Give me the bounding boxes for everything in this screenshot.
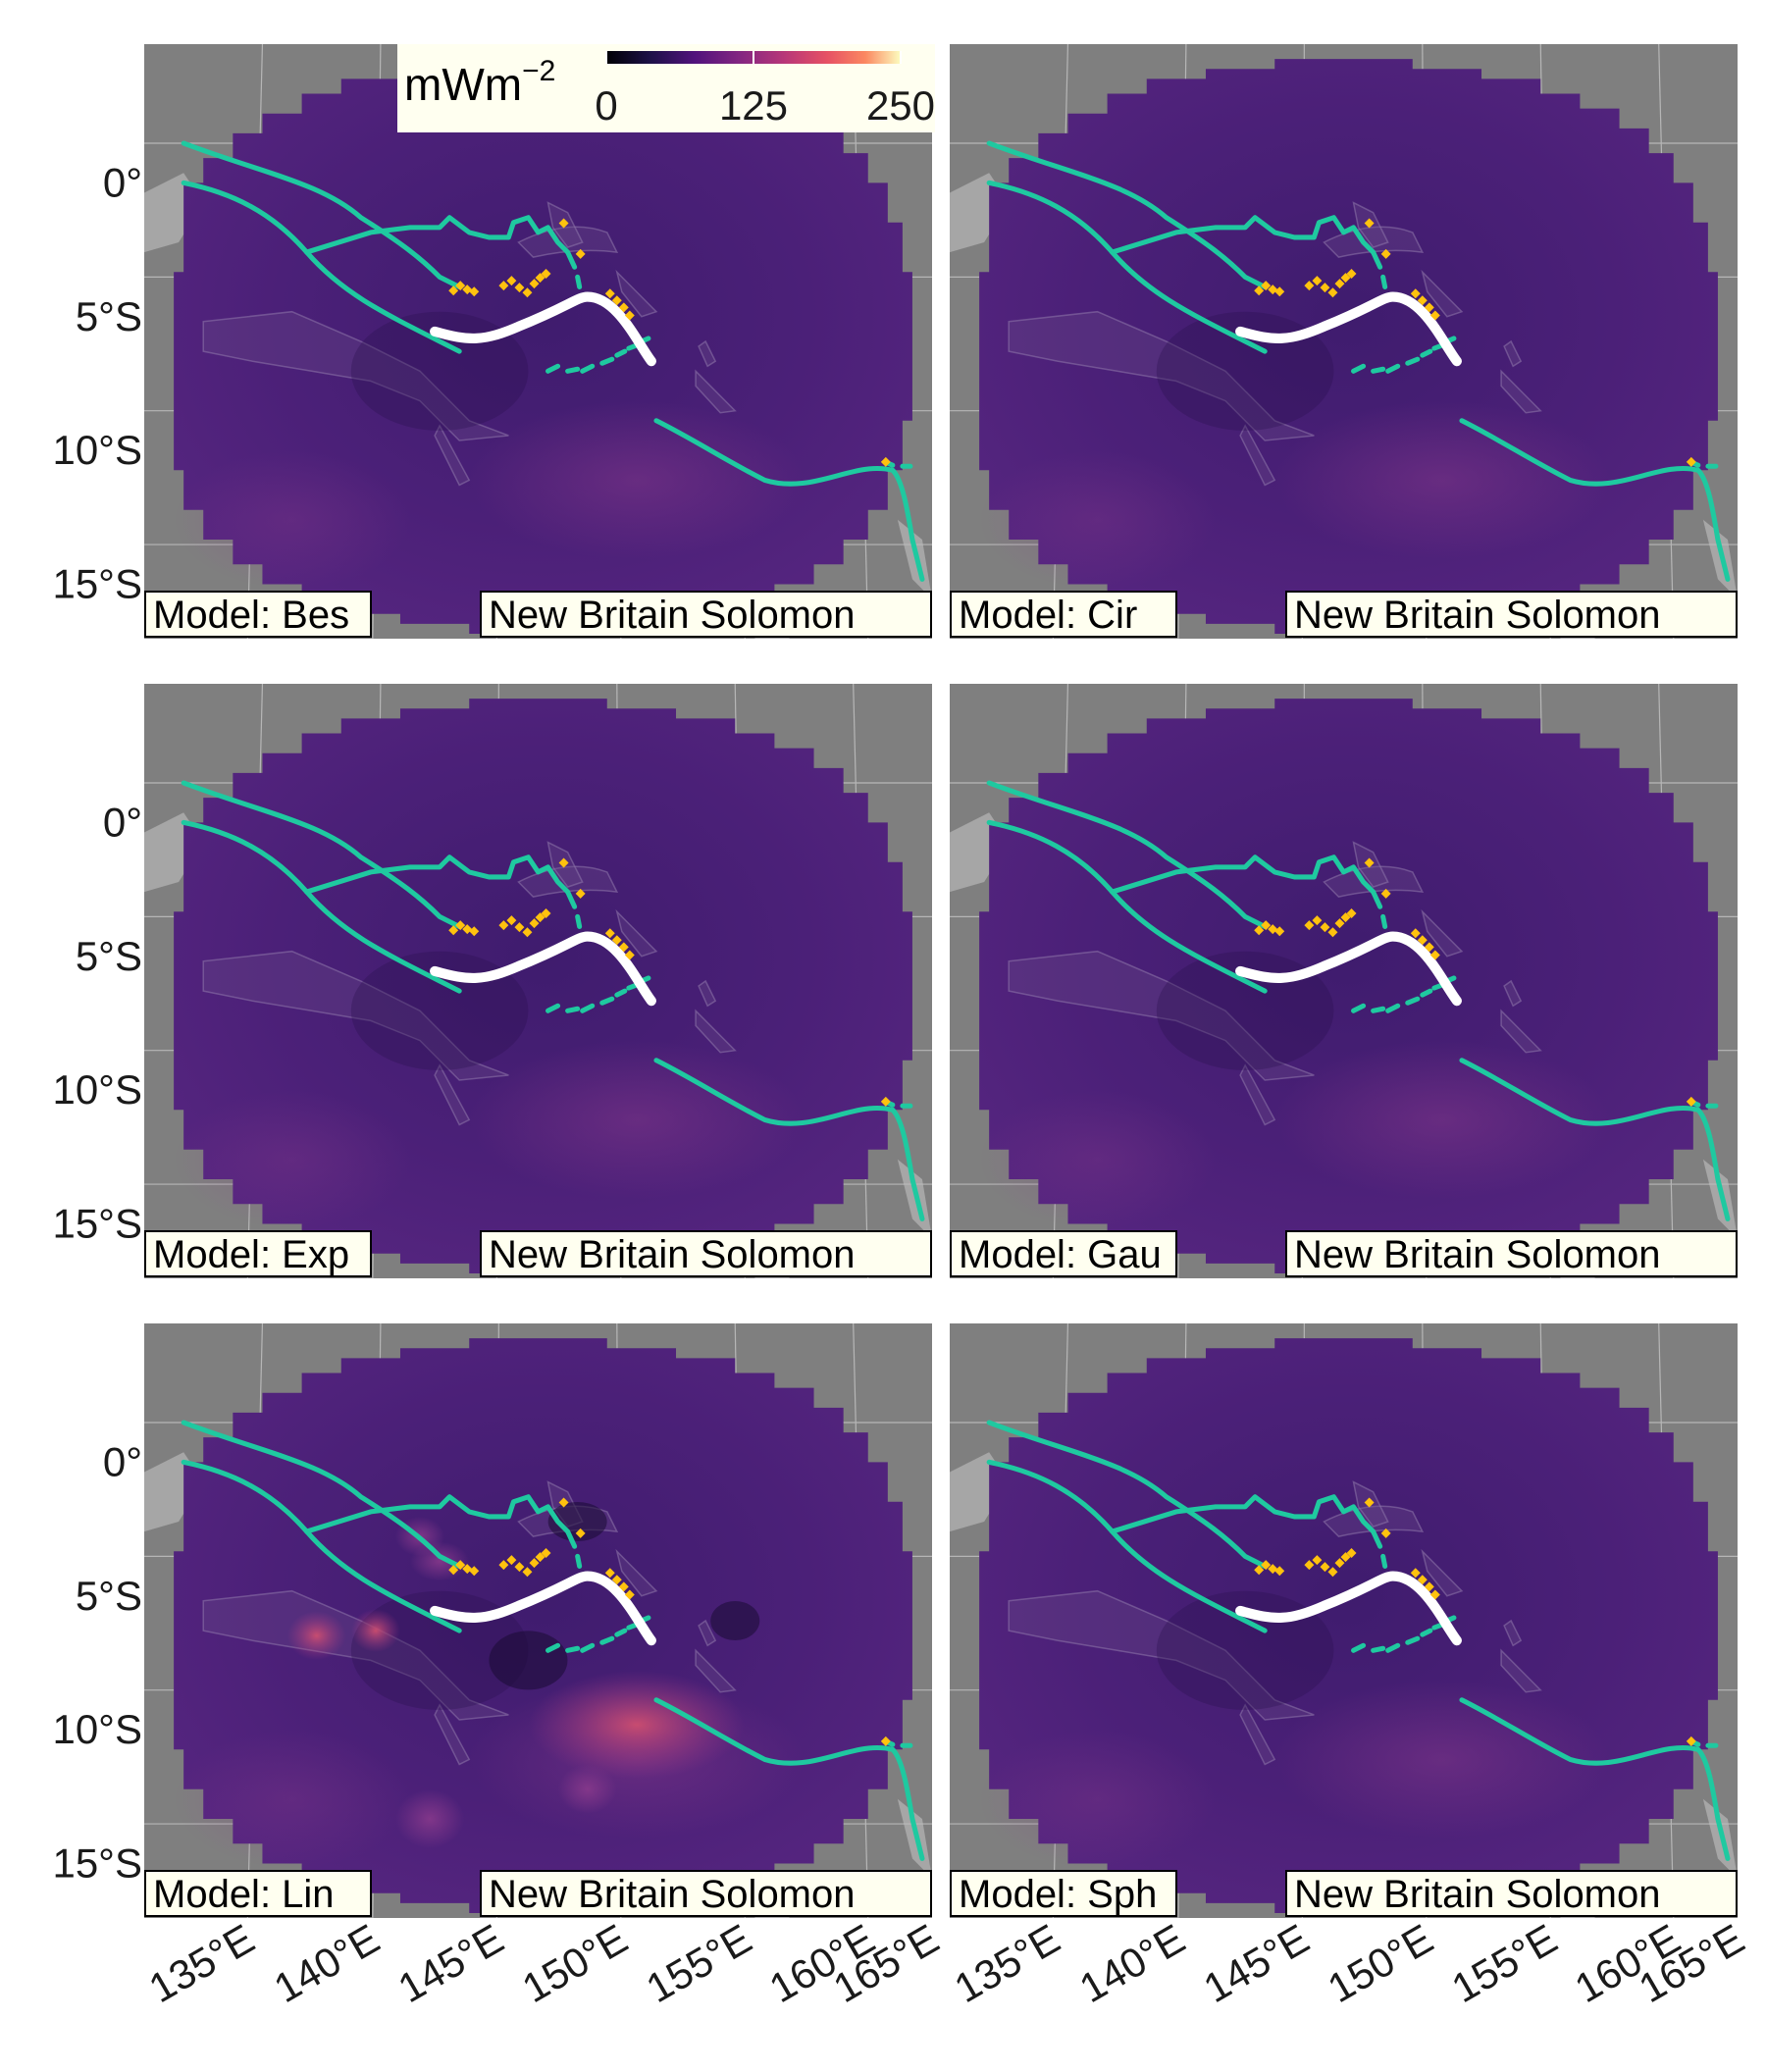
- map-panel-6: Model: Sph New Britain Solomon: [950, 1323, 1738, 1918]
- region-label: New Britain Solomon: [1294, 594, 1661, 637]
- heat-flow-coldspot: [489, 1631, 568, 1690]
- map-panel-1: Model: Bes New Britain Solomon: [144, 44, 932, 639]
- heat-flow-field: [950, 1323, 1738, 1918]
- heat-flow-field: [144, 44, 932, 639]
- lat-tick-label: 0°: [103, 799, 142, 845]
- lon-tick-label: 150°E: [514, 1915, 635, 2011]
- heat-flow-coldspot: [547, 1502, 607, 1541]
- map-panel-5: Model: Lin New Britain Solomon: [144, 1323, 932, 1918]
- colorbar-unit: mWm−2: [404, 55, 555, 110]
- lat-tick-label: 5°S: [76, 933, 142, 979]
- region-label-box: [480, 1870, 932, 1917]
- heat-flow-field: [950, 44, 1738, 639]
- region-label-box: [480, 1230, 932, 1277]
- region-label: New Britain Solomon: [489, 594, 856, 637]
- lon-tick-label: 145°E: [390, 1915, 511, 2011]
- lat-tick-label: 5°S: [76, 293, 142, 339]
- lon-tick-label: 140°E: [266, 1915, 387, 2011]
- lon-tick-label: 135°E: [947, 1915, 1067, 2011]
- lat-tick-label: 15°S: [52, 1839, 142, 1886]
- heat-flow-hotspot: [528, 1671, 745, 1780]
- lon-tick-label: 155°E: [1444, 1915, 1565, 2011]
- region-label: New Britain Solomon: [489, 1873, 856, 1916]
- latitude-axis: 0° 5°S 10°S 15°S 0° 5°S 10°S 15°S 0° 5°S 10°S 15°S: [52, 159, 142, 1886]
- region-label-box: [1285, 591, 1738, 638]
- lat-tick-label: 15°S: [52, 560, 142, 606]
- heat-flow-hotspot: [557, 1764, 617, 1814]
- lon-tick-label: 150°E: [1320, 1915, 1440, 2011]
- map-panel-3: Model: Exp New Britain Solomon: [144, 684, 932, 1278]
- region-label-box: [480, 591, 932, 638]
- map-panel-2: Model: Cir New Britain Solomon: [950, 44, 1738, 639]
- map-panel-4: Model: Gau New Britain Solomon: [950, 684, 1738, 1278]
- lat-tick-label: 15°S: [52, 1200, 142, 1246]
- heat-flow-hotspot: [395, 1789, 465, 1848]
- lat-tick-label: 10°S: [52, 1066, 142, 1113]
- model-label: Model: Gau: [959, 1233, 1162, 1276]
- lon-tick-label: 140°E: [1071, 1915, 1192, 2011]
- colorbar-tick-125: 125: [719, 82, 788, 129]
- heat-flow-hotspot: [350, 1609, 400, 1653]
- region-label-box: [1285, 1230, 1738, 1277]
- region-label: New Britain Solomon: [1294, 1873, 1661, 1916]
- map-panels: Model: Bes New Britain Solomon Model: Cir N…: [144, 44, 1738, 1918]
- lat-tick-label: 10°S: [52, 1706, 142, 1752]
- region-label: New Britain Solomon: [1294, 1233, 1661, 1276]
- lat-tick-label: 0°: [103, 1438, 142, 1484]
- heat-flow-field: [950, 684, 1738, 1278]
- lat-tick-label: 0°: [103, 159, 142, 205]
- model-label-box: [950, 1870, 1177, 1917]
- heat-flow-hotspot: [286, 1611, 346, 1661]
- model-label: Model: Cir: [959, 594, 1137, 637]
- model-label: Model: Exp: [153, 1233, 349, 1276]
- model-label-box: [950, 1230, 1177, 1277]
- lat-tick-label: 5°S: [76, 1573, 142, 1619]
- lon-tick-label: 135°E: [141, 1915, 262, 2011]
- heat-flow-coldspot: [710, 1601, 760, 1640]
- model-label: Model: Sph: [959, 1873, 1157, 1916]
- model-label-box: [144, 591, 372, 638]
- colorbar-tick-0: 0: [595, 82, 617, 129]
- region-label: New Britain Solomon: [489, 1233, 856, 1276]
- region-label-box: [1285, 1870, 1738, 1917]
- colorbar: mWm−2 0 125 250: [397, 44, 935, 132]
- model-label-box: [144, 1230, 372, 1277]
- model-label: Model: Lin: [153, 1873, 335, 1916]
- heat-flow-field: [144, 684, 932, 1278]
- lat-tick-label: 10°S: [52, 427, 142, 473]
- model-label: Model: Bes: [153, 594, 349, 637]
- model-label-box: [144, 1870, 372, 1917]
- model-label-box: [950, 591, 1177, 638]
- lon-tick-label: 155°E: [639, 1915, 759, 2011]
- lon-tick-label: 145°E: [1196, 1915, 1317, 2011]
- colorbar-tick-250: 250: [866, 82, 935, 129]
